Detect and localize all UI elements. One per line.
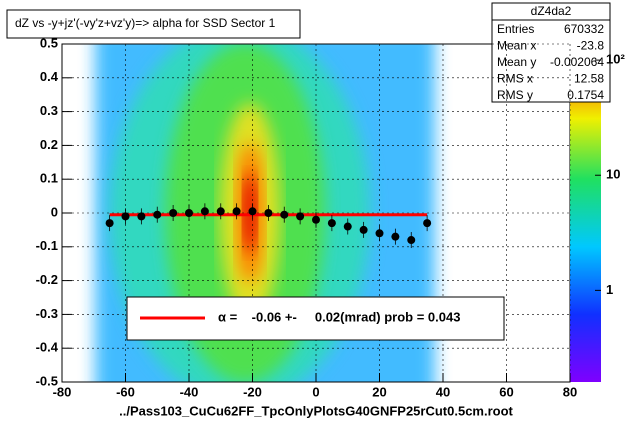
profile-point bbox=[185, 209, 193, 217]
profile-point bbox=[423, 219, 432, 228]
profile-point bbox=[359, 225, 368, 234]
x-tick-label: -40 bbox=[180, 384, 199, 399]
profile-point bbox=[169, 209, 178, 217]
stats-title: dZ4da2 bbox=[531, 4, 572, 18]
profile-point bbox=[312, 215, 320, 224]
z-tick-label: 1 bbox=[606, 282, 613, 297]
stats-value: -23.8 bbox=[577, 39, 605, 53]
stats-name: RMS x bbox=[497, 72, 533, 86]
profile-point bbox=[137, 212, 146, 221]
x-tick-label: 20 bbox=[372, 384, 386, 399]
x-tick-label: -20 bbox=[243, 384, 262, 399]
profile-point bbox=[375, 229, 384, 238]
legend-box bbox=[126, 296, 505, 341]
y-tick-label: -0.4 bbox=[36, 340, 59, 355]
profile-point bbox=[280, 210, 289, 219]
profile-point bbox=[327, 219, 336, 228]
stats-name: Entries bbox=[497, 22, 534, 36]
chart-title: dZ vs -y+jz'(-vy'z+vz'y)=> alpha for SSD… bbox=[15, 16, 276, 30]
y-tick-label: 0.3 bbox=[40, 103, 58, 118]
profile-point bbox=[200, 207, 209, 216]
z-tick-label: 10² bbox=[606, 52, 625, 67]
stats-name: Mean x bbox=[497, 39, 536, 53]
profile-point bbox=[121, 212, 130, 221]
x-tick-label: 40 bbox=[436, 384, 450, 399]
profile-point bbox=[216, 207, 225, 216]
profile-point bbox=[248, 207, 257, 216]
profile-point bbox=[391, 232, 400, 241]
x-tick-label: -60 bbox=[116, 384, 135, 399]
stats-value: -0.002064 bbox=[550, 55, 604, 69]
profile-point bbox=[264, 209, 273, 217]
y-tick-label: 0.1 bbox=[40, 171, 58, 186]
x-tick-label: 80 bbox=[563, 384, 577, 399]
y-tick-label: 0.4 bbox=[40, 69, 59, 84]
title-box bbox=[6, 9, 301, 39]
x-tick-label: 60 bbox=[499, 384, 513, 399]
profile-point bbox=[232, 207, 241, 216]
stats-value: 670332 bbox=[564, 22, 604, 36]
profile-point bbox=[153, 210, 162, 219]
y-tick-label: 0.2 bbox=[40, 137, 58, 152]
x-axis-label: ../Pass103_CuCu62FF_TpcOnlyPlotsG40GNFP2… bbox=[119, 403, 513, 418]
y-tick-label: -0.1 bbox=[36, 238, 58, 253]
x-tick-label: 0 bbox=[312, 384, 319, 399]
profile-point bbox=[296, 212, 305, 221]
stats-value: 0.1754 bbox=[567, 88, 604, 102]
x-tick-label: -80 bbox=[53, 384, 72, 399]
y-tick-label: -0.5 bbox=[36, 373, 58, 388]
stats-name: Mean y bbox=[497, 55, 536, 69]
z-tick-label: 10 bbox=[606, 167, 620, 182]
profile-point bbox=[407, 236, 416, 245]
y-tick-label: -0.3 bbox=[36, 306, 58, 321]
legend-text: α = -0.06 +- 0.02(mrad) prob = 0.043 bbox=[218, 309, 460, 324]
stats-box: dZ4da2 Entries 670332 Mean x -23.8 Mean y -0.… bbox=[491, 2, 611, 103]
stats-name: RMS y bbox=[497, 88, 533, 102]
y-tick-label: 0 bbox=[51, 204, 58, 219]
stats-value: 12.58 bbox=[574, 72, 604, 86]
y-tick-label: -0.2 bbox=[36, 272, 58, 287]
profile-point bbox=[105, 219, 114, 228]
profile-point bbox=[343, 222, 352, 231]
y-tick-label: 0.5 bbox=[40, 35, 58, 50]
